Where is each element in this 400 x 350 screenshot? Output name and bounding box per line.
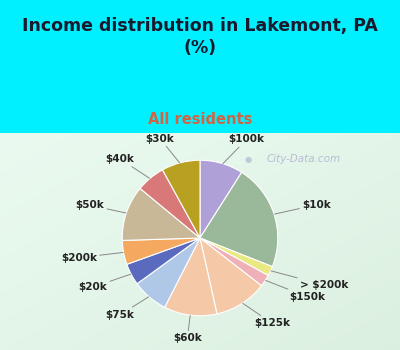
Wedge shape bbox=[200, 238, 268, 286]
Wedge shape bbox=[165, 238, 217, 316]
Wedge shape bbox=[200, 172, 278, 267]
Text: > $200k: > $200k bbox=[271, 271, 348, 290]
Wedge shape bbox=[122, 188, 200, 240]
Wedge shape bbox=[200, 160, 242, 238]
Text: $30k: $30k bbox=[146, 134, 180, 163]
Text: $40k: $40k bbox=[106, 154, 150, 178]
Wedge shape bbox=[127, 238, 200, 284]
Wedge shape bbox=[122, 238, 200, 264]
Text: $60k: $60k bbox=[173, 316, 202, 343]
Text: $150k: $150k bbox=[266, 280, 326, 302]
Text: $100k: $100k bbox=[223, 134, 265, 163]
Text: $200k: $200k bbox=[61, 252, 123, 263]
Text: $75k: $75k bbox=[106, 297, 149, 320]
Text: $50k: $50k bbox=[76, 200, 126, 213]
Text: $125k: $125k bbox=[243, 303, 290, 328]
Text: City-Data.com: City-Data.com bbox=[267, 154, 341, 164]
Wedge shape bbox=[140, 170, 200, 238]
Wedge shape bbox=[200, 238, 272, 275]
Text: $10k: $10k bbox=[274, 200, 331, 214]
Wedge shape bbox=[137, 238, 200, 307]
Wedge shape bbox=[162, 160, 200, 238]
Text: $20k: $20k bbox=[78, 274, 131, 292]
Wedge shape bbox=[200, 238, 262, 314]
Text: All residents: All residents bbox=[148, 112, 252, 126]
Text: Income distribution in Lakemont, PA
(%): Income distribution in Lakemont, PA (%) bbox=[22, 17, 378, 57]
Text: ●: ● bbox=[244, 155, 252, 163]
